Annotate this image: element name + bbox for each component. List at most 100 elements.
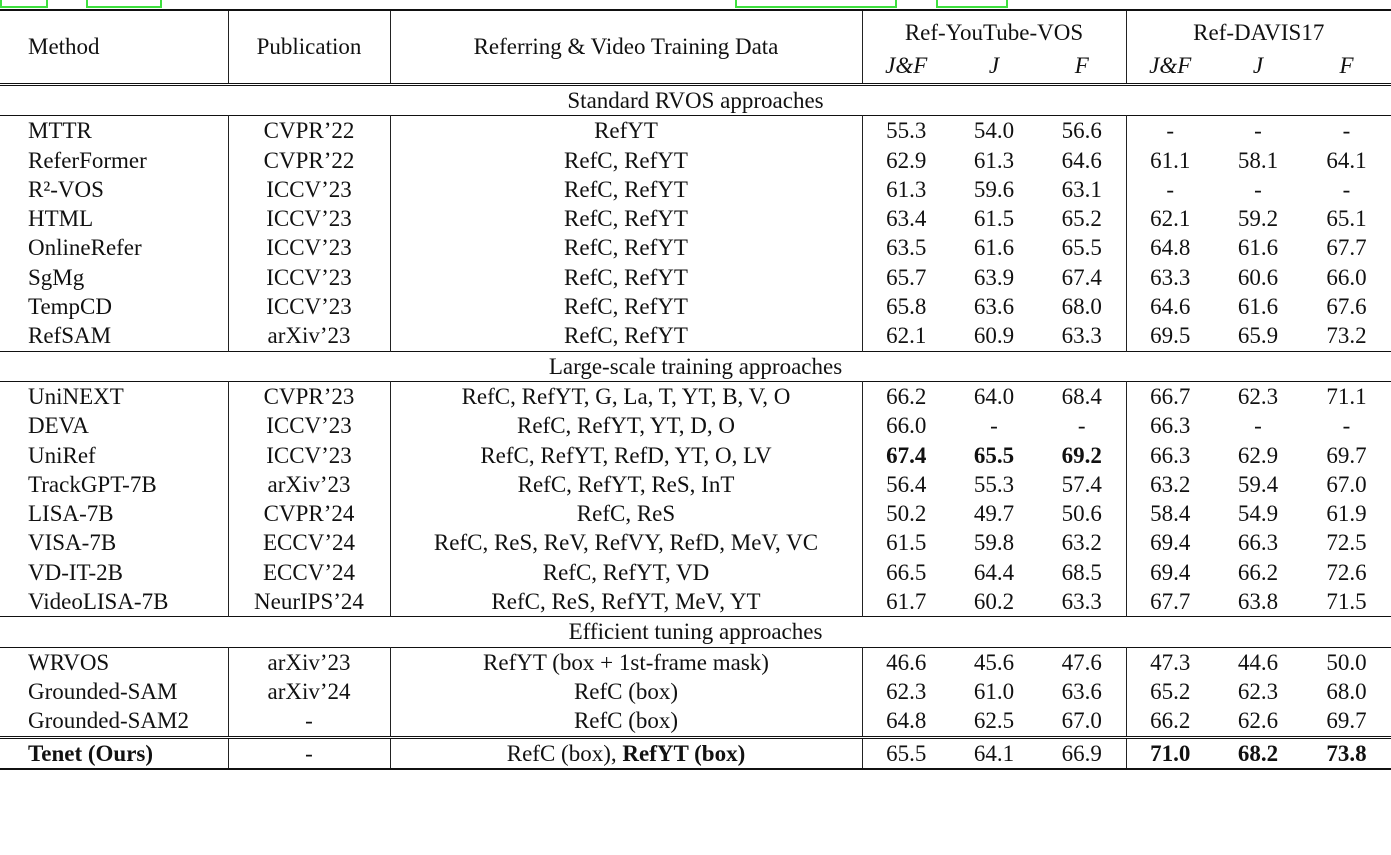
training-data-cell: RefC, RefYT, VD [390,557,863,588]
training-data-text: RefC, RefYT [564,264,688,290]
davis-value-cell: 62.3 [1214,380,1302,412]
ytvos-value-cell: 63.6 [973,294,1015,320]
publication-cell: ICCV’23 [228,174,391,205]
davis-value-cell: 69.7 [1326,442,1367,468]
davis-value-cell: 67.6 [1326,294,1367,320]
training-data-cell: RefC, RefYT [390,145,863,175]
metric-jf: J&F [1149,53,1192,78]
method-cell: UniNEXT [0,380,229,412]
training-data-cell: RefC, RefYT [390,262,863,293]
training-data-text: RefC, RefYT, ReS, InT [517,471,735,497]
davis-value-cell: 63.2 [1150,471,1191,497]
method-cell: DEVA [0,411,229,441]
publication-cell: ECCV’24 [228,557,391,588]
publication-cell: - [228,706,391,738]
ytvos-value-cell: 67.0 [1038,706,1127,738]
method-cell: LISA-7B [0,499,229,529]
davis-value-cell: 62.6 [1237,708,1279,734]
ytvos-value-cell: 63.3 [1038,321,1127,352]
training-data-text: RefYT (box) [622,740,746,766]
header-method: Method [0,9,229,85]
ytvos-value-cell: 46.6 [862,646,950,677]
publication-cell: - [228,735,391,770]
davis-value-cell: 64.6 [1150,294,1191,320]
table-row: VISA-7B ECCV’24 RefC, ReS, ReV, RefVY, Ref… [0,528,1391,558]
ytvos-value-cell: 61.3 [973,147,1015,173]
davis-value-cell: 73.8 [1302,735,1391,770]
ytvos-value-cell: 68.4 [1038,380,1127,412]
method-cell: R²-VOS [0,174,229,205]
davis-value-cell: 50.0 [1302,646,1391,677]
davis-value-cell: 62.9 [1237,442,1279,468]
table-row: DEVA ICCV’23 RefC, RefYT, YT, D, O 66.0- -66… [0,411,1391,441]
davis-value-cell: 63.3 [1150,264,1191,290]
method-cell: UniRef [0,440,229,470]
training-data-text: RefC, RefYT, RefD, YT, O, LV [480,442,772,468]
ytvos-value-cell: 45.6 [950,646,1038,677]
ytvos-value-cell: 50.2 [886,501,927,527]
davis-value-cell: 59.2 [1237,206,1279,232]
header-ref-davis17: Ref-DAVIS17 [1126,9,1391,55]
ytvos-value-cell: - [990,413,998,439]
table-row: SgMg ICCV’23 RefC, RefYT 65.7 63.9 67.4 63.3 60… [0,262,1391,293]
section-header-row: Standard RVOS approaches [0,83,1391,116]
davis-value-cell: 71.1 [1302,380,1391,412]
table-row: LISA-7B CVPR’24 RefC, ReS 50.2 49.7 50.6 58.4 5… [0,499,1391,529]
davis-value-cell: 64.1 [1326,147,1367,173]
training-data-text: RefC, RefYT, G, La, T, YT, B, V, O [461,383,791,409]
davis-value-cell: 67.7 [1150,589,1191,615]
method-cell: SgMg [0,262,229,293]
ytvos-value-cell: 64.6 [1038,145,1127,175]
davis-value-cell: 62.3 [1237,678,1279,704]
publication-cell: arXiv’23 [228,321,391,352]
davis-value-cell: 54.9 [1237,501,1279,527]
training-data-text: RefC (box), [506,740,623,766]
ytvos-value-cell: 55.3 [862,115,950,146]
davis-value-cell: - [1254,413,1262,439]
ytvos-value-cell: 65.5 [973,442,1015,468]
ytvos-value-cell: 62.1 [886,323,927,349]
header-ref-youtube-vos: Ref-YouTube-VOS [862,9,1127,55]
method-cell: VideoLISA-7B [0,587,229,617]
davis-value-cell: 66.3 [1237,530,1279,556]
training-data-text: RefC (box) [573,708,679,734]
publication-cell: ICCV’23 [228,292,391,322]
training-data-text: RefC, RefYT [564,147,688,173]
training-data-text: RefC, ReS, RefYT, MeV, YT [491,589,761,615]
davis-value-cell: 67.0 [1326,471,1367,497]
publication-cell: ICCV’23 [228,440,391,470]
ytvos-value-cell: 64.8 [886,708,927,734]
training-data-cell: RefC, ReS [390,499,863,529]
ytvos-value-cell: 65.5 [1038,233,1127,263]
table-row: Tenet (Ours) - RefC (box), RefYT (box) 65.5… [0,735,1391,770]
ytvos-value-cell: 60.9 [973,323,1015,349]
davis-value-cell: - [1342,413,1351,439]
method-cell: Grounded-SAM2 [0,706,229,738]
ytvos-value-cell: 65.5 [862,735,950,770]
ytvos-value-cell: 63.6 [1038,676,1127,707]
section-title: Efficient tuning approaches [0,616,1391,648]
ytvos-value-cell: 50.6 [1038,499,1127,529]
table-row: OnlineRefer ICCV’23 RefC, RefYT 63.5 61.6 65.… [0,233,1391,263]
davis-value-cell: 69.7 [1326,708,1367,734]
table-row: VideoLISA-7B NeurIPS’24 RefC, ReS, RefYT, … [0,587,1391,617]
training-data-cell: RefC, RefYT [390,233,863,263]
ytvos-value-cell: 62.5 [973,708,1015,734]
metric-f: F [1339,53,1354,78]
davis-value-cell: - [1214,115,1302,146]
ytvos-value-cell: 63.9 [973,264,1015,290]
training-data-text: RefC, ReS, ReV, RefVY, RefD, MeV, VC [433,530,819,556]
davis-value-cell: 61.1 [1150,147,1191,173]
ytvos-value-cell: 66.9 [1038,735,1127,770]
davis-value-cell: 44.6 [1214,646,1302,677]
publication-cell: arXiv’24 [228,676,391,707]
davis-value-cell: 61.9 [1326,501,1367,527]
davis-value-cell: 61.6 [1237,235,1279,261]
davis-value-cell: 58.4 [1150,501,1191,527]
metric-jf: J&F [885,53,928,78]
publication-cell: CVPR’22 [228,115,391,146]
davis-value-cell: 73.2 [1326,323,1367,349]
method-cell: WRVOS [0,646,229,677]
davis-value-cell: 65.9 [1237,323,1279,349]
ytvos-value-cell: 56.4 [886,471,927,497]
